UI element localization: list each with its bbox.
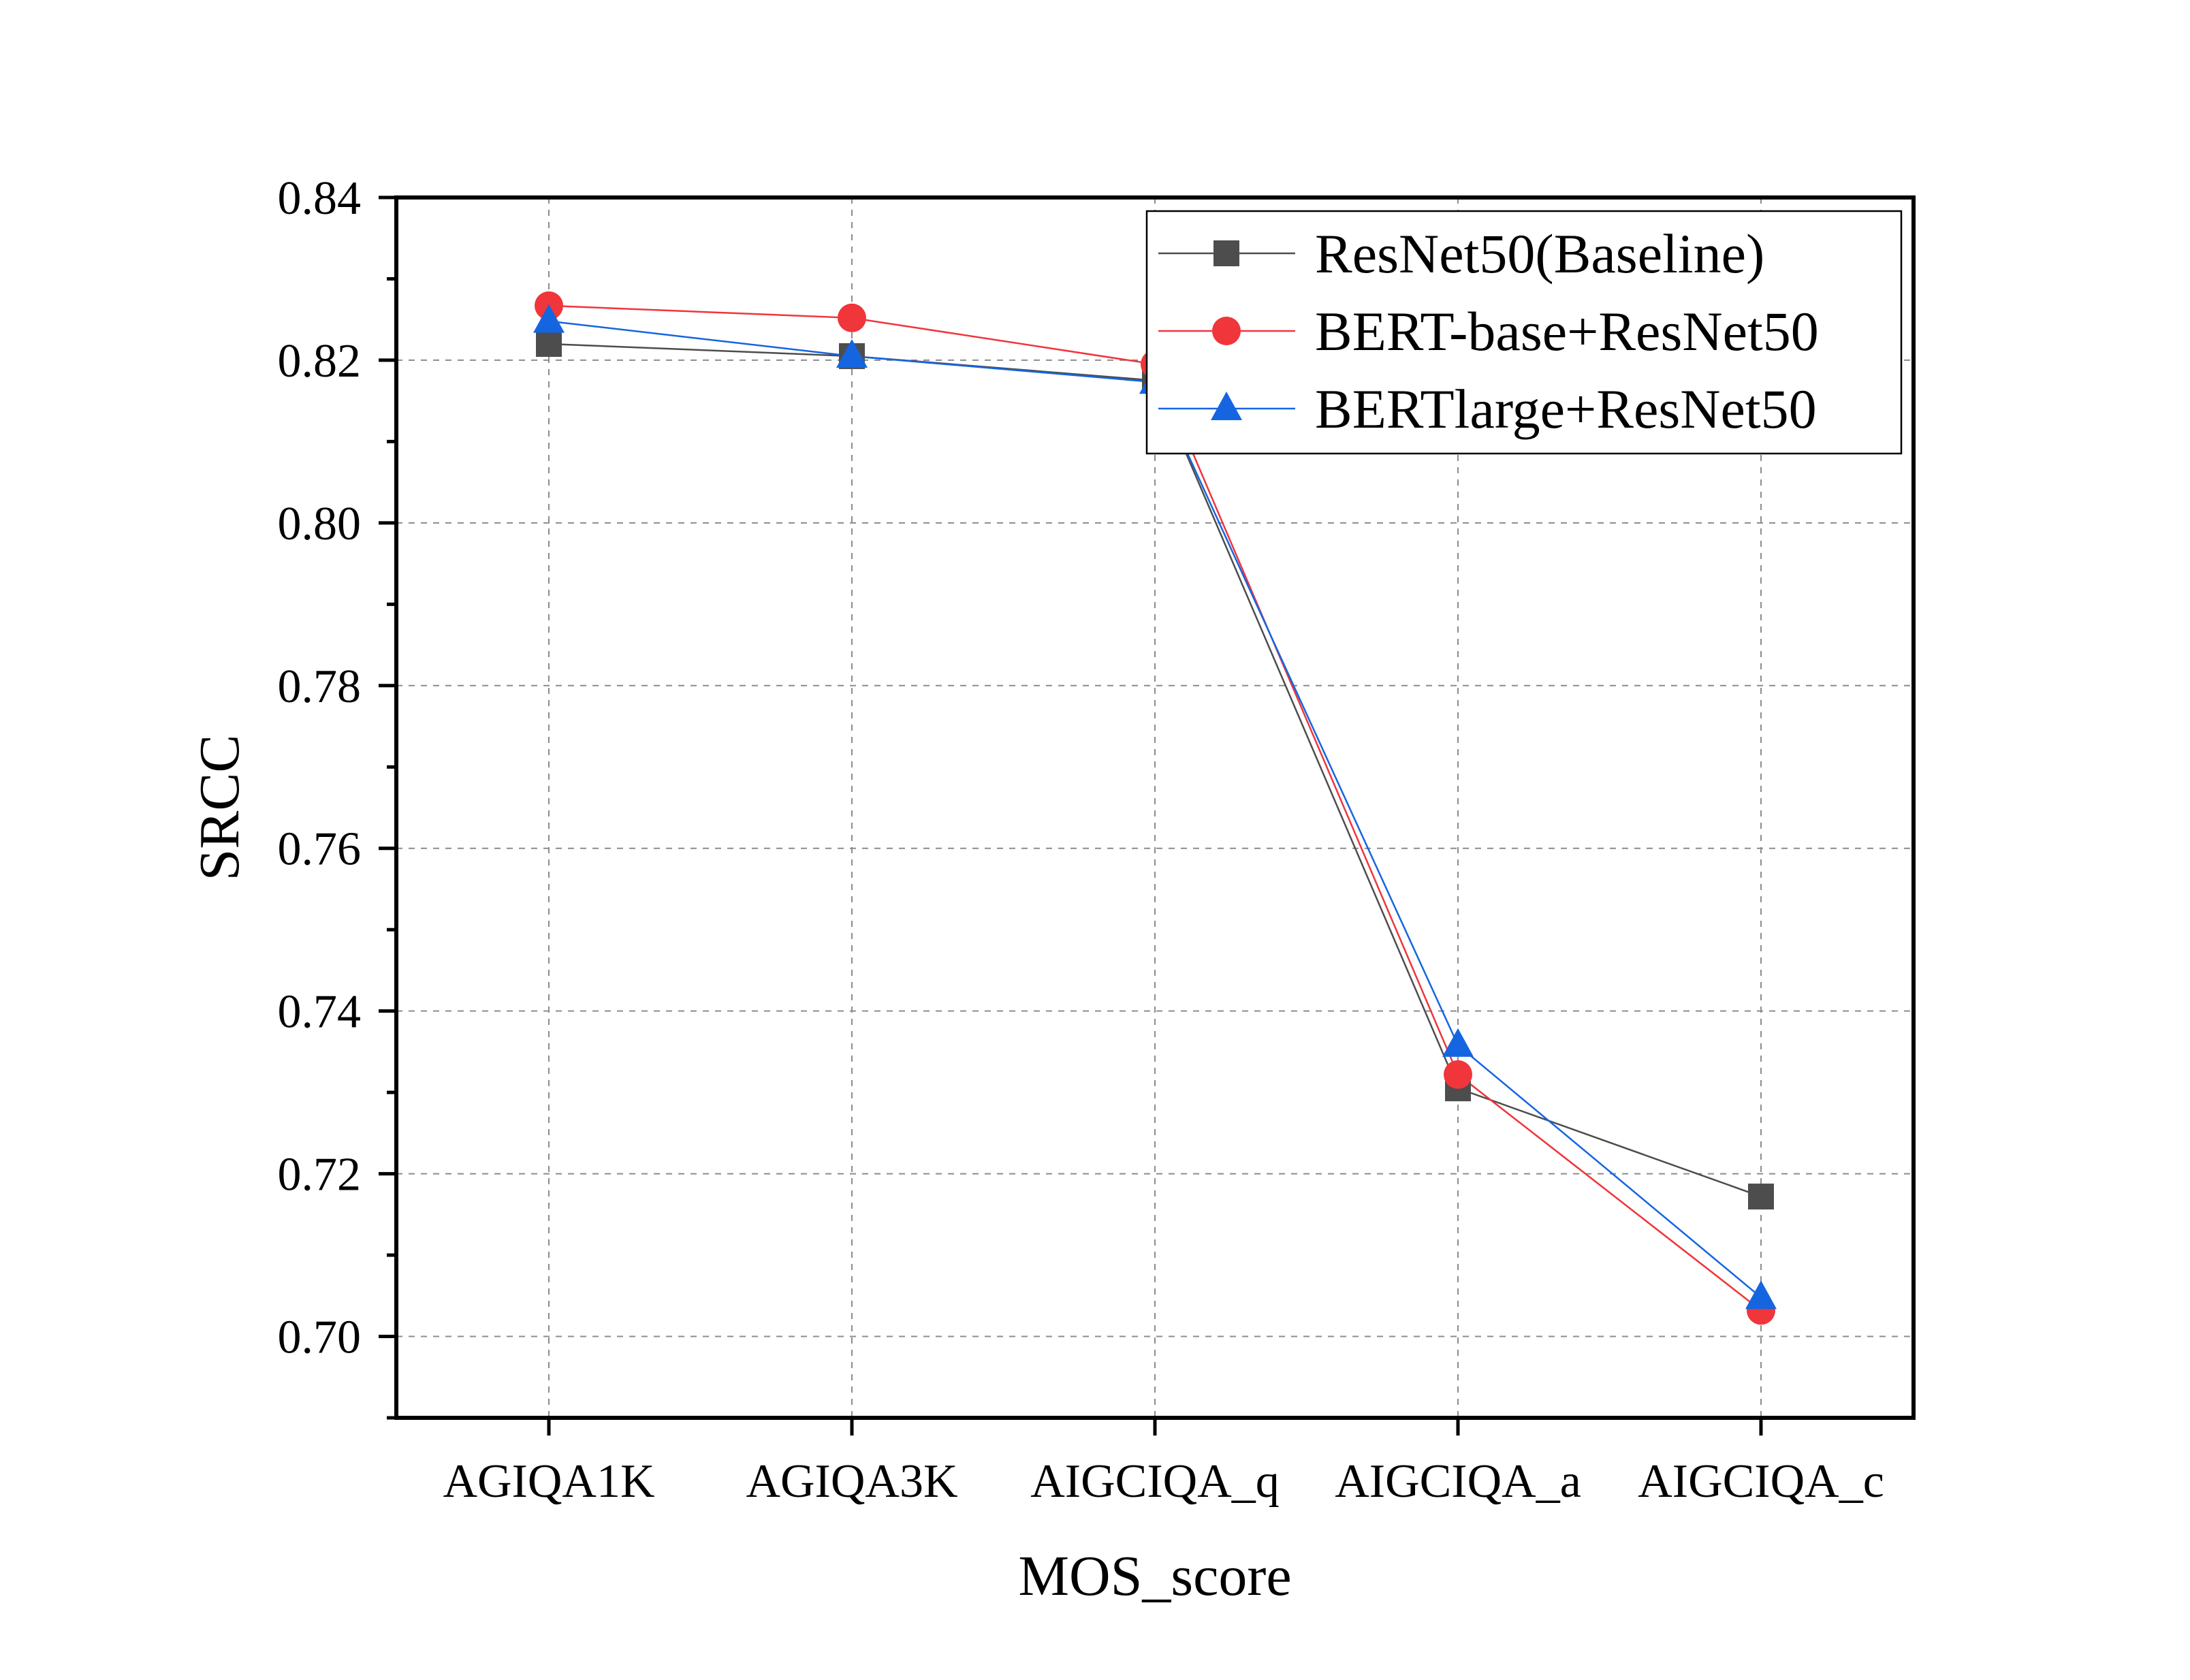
- y-tick-label: 0.82: [278, 335, 362, 387]
- y-axis-title: SRCC: [188, 735, 251, 881]
- data-point-triangle: [1745, 1280, 1777, 1310]
- legend-item-1: BERT-base+ResNet50: [1158, 300, 1819, 362]
- y-tick-label: 0.76: [278, 823, 362, 876]
- data-point-triangle: [533, 304, 565, 333]
- x-tick-label: AIGCIQA_c: [1638, 1455, 1884, 1508]
- axes: [379, 195, 1916, 1436]
- legend-box: [1145, 210, 1903, 455]
- data-point-triangle: [836, 338, 868, 368]
- legend-item-0: ResNet50(Baseline): [1158, 223, 1764, 285]
- x-tick-label: AGIQA3K: [746, 1455, 957, 1508]
- legend: ResNet50(Baseline) BERT-base+ResNet50 BERT…: [1145, 210, 1903, 455]
- x-tick-label: AIGCIQA_q: [1030, 1455, 1280, 1508]
- data-point-circle: [838, 303, 866, 332]
- y-tick-label: 0.74: [278, 986, 362, 1039]
- legend-label: BERTlarge+ResNet50: [1315, 378, 1817, 440]
- tick-labels: 0.70 0.72 0.74 0.76 0.78 0.80 0.82 0.84 AGIQA1K A…: [278, 172, 1884, 1508]
- legend-marker-triangle: [1211, 392, 1242, 420]
- data-point-circle: [1444, 1060, 1472, 1089]
- data-point-square: [536, 331, 562, 358]
- legend-label: ResNet50(Baseline): [1315, 223, 1764, 285]
- data-point-square: [1748, 1184, 1774, 1210]
- x-axis-title: MOS_score: [1018, 1544, 1291, 1608]
- data-point-triangle: [1442, 1028, 1474, 1057]
- y-tick-label: 0.70: [278, 1312, 362, 1364]
- series-layer: [533, 291, 1777, 1325]
- legend-marker-square: [1213, 240, 1239, 266]
- y-tick-label: 0.80: [278, 498, 362, 550]
- y-tick-label: 0.72: [278, 1149, 362, 1201]
- legend-item-2: BERTlarge+ResNet50: [1158, 378, 1817, 440]
- legend-label: BERT-base+ResNet50: [1315, 300, 1819, 362]
- legend-marker-circle: [1212, 317, 1241, 345]
- x-tick-label: AIGCIQA_a: [1335, 1455, 1581, 1508]
- x-tick-label: AGIQA1K: [443, 1455, 654, 1508]
- y-tick-label: 0.78: [278, 661, 362, 713]
- y-tick-label: 0.84: [278, 172, 362, 225]
